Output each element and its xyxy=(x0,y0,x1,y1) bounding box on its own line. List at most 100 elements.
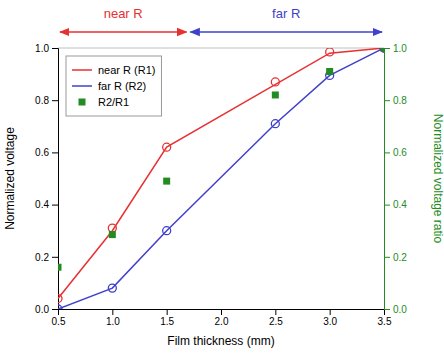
tick-mark xyxy=(384,205,390,206)
marks xyxy=(58,48,384,309)
point xyxy=(163,227,171,235)
tick-mark xyxy=(112,309,113,315)
tick: 0.6 xyxy=(384,147,407,158)
tick: 0.8 xyxy=(384,95,407,106)
tick-label: 0.6 xyxy=(393,147,407,158)
tick-label: 1.0 xyxy=(393,43,407,54)
tick: 0.8 xyxy=(35,95,58,106)
tick-label: 0.6 xyxy=(35,147,49,158)
tick: 0.4 xyxy=(384,199,407,210)
tick-label: 3.5 xyxy=(378,316,392,327)
legend-label: far R (R2) xyxy=(98,80,146,92)
tick: 0.0 xyxy=(384,304,407,315)
tick: 2.5 xyxy=(269,309,283,327)
point xyxy=(272,91,279,98)
tick: 0.6 xyxy=(35,147,58,158)
tick: 2.0 xyxy=(215,309,229,327)
tick: 0.5 xyxy=(52,309,66,327)
y-axis-title: Normalized voltage xyxy=(3,127,17,230)
point xyxy=(326,48,334,56)
legend-swatch xyxy=(79,99,86,106)
tick-mark xyxy=(384,48,390,49)
point xyxy=(380,48,384,52)
frame xyxy=(58,48,384,49)
tick-label: 1.5 xyxy=(160,316,174,327)
point xyxy=(109,231,116,238)
series-points xyxy=(58,48,384,303)
annotation-arrow xyxy=(190,31,382,33)
point xyxy=(108,284,116,292)
tick: 0.2 xyxy=(384,252,407,263)
tick-label: 2.5 xyxy=(269,316,283,327)
tick-label: 2.0 xyxy=(215,316,229,327)
tick-label: 0.0 xyxy=(393,304,407,315)
x-axis-title: Film thickness (mm) xyxy=(167,334,274,348)
tick: 0.4 xyxy=(35,199,58,210)
legend-box xyxy=(66,56,161,116)
legend-swatch xyxy=(72,69,92,71)
legend-swatch xyxy=(72,85,92,87)
tick-mark xyxy=(275,309,276,315)
tick-label: 1.0 xyxy=(106,316,120,327)
tick: 0.0 xyxy=(35,304,58,315)
tick-label: 0.2 xyxy=(393,252,407,263)
tick-label: 1.0 xyxy=(35,43,49,54)
axis-line xyxy=(385,49,391,310)
tick: 0.2 xyxy=(35,252,58,263)
tick-mark xyxy=(167,309,168,315)
point xyxy=(271,78,279,86)
tick-label: 0.8 xyxy=(393,95,407,106)
tick-mark xyxy=(52,205,58,206)
point xyxy=(271,120,279,128)
annotation: far R xyxy=(272,6,300,21)
series-line xyxy=(58,48,384,299)
series-points xyxy=(58,48,384,309)
tick: 1.0 xyxy=(35,43,58,54)
point xyxy=(108,224,116,232)
tick: 1.0 xyxy=(384,43,407,54)
tick-mark xyxy=(52,152,58,153)
tick-label: 3.0 xyxy=(323,316,337,327)
tick: 1.0 xyxy=(106,309,120,327)
tick-mark xyxy=(52,257,58,258)
point xyxy=(58,295,62,303)
tick-label: 0.5 xyxy=(52,316,66,327)
tick-mark xyxy=(330,309,331,315)
tick-mark xyxy=(52,100,58,101)
tick-label: 0.2 xyxy=(35,252,49,263)
tick-mark xyxy=(384,257,390,258)
legend: near R (R1)far R (R2)R2/R1 xyxy=(66,56,161,116)
point xyxy=(163,178,170,185)
axis-line xyxy=(52,49,59,310)
tick-mark xyxy=(52,309,58,310)
y2-axis-title: Normalized voltage ratio xyxy=(431,114,444,244)
y2-axis: 0.0 0.2 0.4 0.6 0.8 1.0 xyxy=(384,43,407,315)
tick: 3.5 xyxy=(378,309,392,327)
tick-label: 0.0 xyxy=(35,304,49,315)
tick: 1.5 xyxy=(160,309,174,327)
axis-line xyxy=(59,310,385,316)
point xyxy=(58,264,62,271)
point xyxy=(380,48,384,52)
y-axis: 0.0 0.2 0.4 0.6 0.8 1.0 xyxy=(35,43,58,315)
tick-label: 0.8 xyxy=(35,95,49,106)
tick-mark xyxy=(384,100,390,101)
legend-label: near R (R1) xyxy=(98,64,155,76)
plot: 0.51.01.52.02.53.03.50.00.20.40.60.81.00… xyxy=(35,43,407,327)
tick: 3.0 xyxy=(323,309,337,327)
chart: 0.51.01.52.02.53.03.50.00.20.40.60.81.00… xyxy=(0,0,444,353)
series-line xyxy=(58,48,384,309)
annotation-arrow xyxy=(60,31,186,33)
annotation: near R xyxy=(104,6,143,21)
tick-mark xyxy=(384,152,390,153)
point xyxy=(381,48,385,52)
x-axis: 0.5 1.0 1.5 2.0 2.5 3.0 3.5 xyxy=(52,309,392,327)
point xyxy=(163,143,171,151)
point xyxy=(58,305,62,309)
tick-label: 0.4 xyxy=(35,199,49,210)
tick-mark xyxy=(384,309,390,310)
tick-label: 0.4 xyxy=(393,199,407,210)
series-points xyxy=(58,48,384,271)
point xyxy=(326,68,333,75)
tick-mark xyxy=(52,48,58,49)
